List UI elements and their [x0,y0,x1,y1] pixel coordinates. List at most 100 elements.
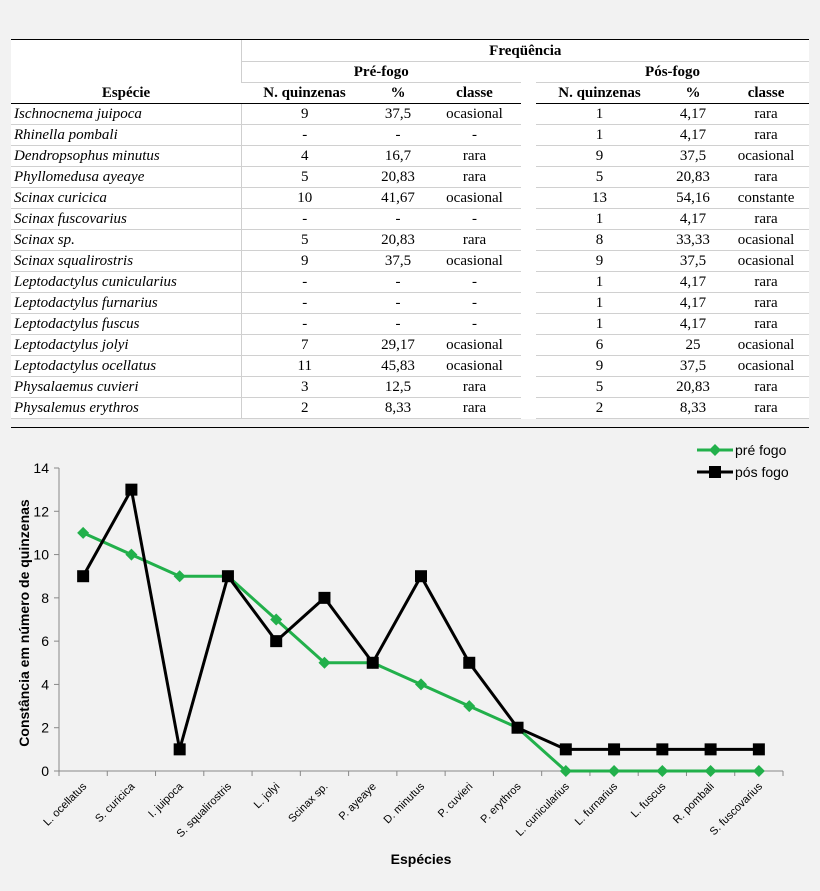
table-row: Scinax curicica 10 41,67 ocasional 13 54,16 co… [11,187,810,209]
pos-class-cell: rara [723,376,810,398]
y-tick-label: 0 [41,763,49,779]
y-tick-label: 4 [41,676,49,692]
pos-n-cell: 8 [536,229,663,251]
pos-n-cell: 1 [536,208,663,230]
pre-class-cell: ocasional [428,250,521,272]
species-cell: Rhinella pombali [11,124,241,146]
pos-n-cell: 2 [536,397,663,419]
species-cell: Scinax fuscovarius [11,208,241,230]
data-point [656,765,669,777]
pre-pct-cell: 45,83 [368,355,428,377]
pos-n-cell: 1 [536,271,663,293]
table-row: Scinax sp. 5 20,83 rara 8 33,33 ocasional [11,229,810,251]
pos-class-cell: ocasional [723,229,810,251]
x-tick-label: I. juipoca [146,780,186,820]
pos-pct-cell: 4,17 [663,271,723,293]
pre-n-cell: 4 [240,145,368,167]
data-point [752,765,765,777]
species-cell: Physalaemus cuvieri [11,376,241,398]
pre-n-cell: 7 [240,334,368,356]
pre-pct-cell: 29,17 [368,334,428,356]
pos-class-cell: ocasional [723,355,810,377]
y-tick-label: 14 [33,460,49,476]
pos-pct-cell: 4,17 [663,103,723,125]
pre-n-cell: - [240,271,368,293]
pre-n-cell: 5 [240,166,368,188]
x-tick-label: P. erythros [479,780,524,825]
series-line [81,485,759,751]
pre-class-cell: - [428,271,521,293]
x-tick-label: R. pombali [671,781,717,827]
pre-class-cell: - [428,313,521,335]
pre-pct-cell: 20,83 [368,166,428,188]
data-point [415,570,427,583]
pos-class-cell: rara [723,397,810,419]
pos-n-cell: 9 [536,145,663,167]
data-point [463,656,476,669]
pos-n-cell: 1 [536,313,663,335]
pre-class-cell: ocasional [428,187,521,209]
legend-label: pré fogo [735,442,787,458]
pre-fire-header: Pré-fogo [240,61,521,83]
table-row: Scinax fuscovarius - - -1 4,17 rara [11,208,810,230]
species-header: Espécie [11,82,241,104]
data-point [318,656,331,669]
pos-pct-cell: 4,17 [663,313,723,335]
species-cell: Scinax sp. [11,229,241,251]
data-point [77,526,90,539]
pos-n-cell: 6 [536,334,663,356]
table-top-rule [11,39,809,40]
pre-n-cell: - [240,292,368,314]
pre-class-cell: - [428,292,521,314]
pre-class-cell: rara [428,145,521,167]
pos-col-pct-header: % [663,82,723,104]
pre-n-cell: 2 [240,397,368,419]
pre-n-cell: 9 [240,103,368,125]
pre-col-class-header: classe [428,82,521,104]
legend-item: pós fogo [697,464,789,480]
pos-n-cell: 13 [536,187,663,209]
data-point [270,635,283,648]
species-cell: Ischnocnema juipoca [11,103,241,125]
frequency-group-header: Freqüência [240,40,810,62]
y-tick-label: 6 [41,633,49,649]
data-point [752,743,765,756]
pos-class-cell: rara [723,292,810,314]
pos-pct-cell: 20,83 [663,376,723,398]
frequency-table: Freqüência Pré-fogo Pós-fogo Espécie N. … [11,40,810,419]
header-row-group: Freqüência [11,40,810,62]
data-point [704,743,717,756]
table-row: Physalemus erythros 2 8,33 rara 2 8,33 rara [11,397,810,419]
pre-pct-cell: - [368,208,428,230]
pre-n-cell: - [240,124,368,146]
species-cell: Scinax curicica [11,187,241,209]
data-point [173,743,186,756]
species-cell: Leptodactylus jolyi [11,334,241,356]
data-point [77,570,90,583]
data-point [270,613,283,626]
x-tick-label: L. fuscus [629,780,669,820]
series-pos-fogo [77,483,765,756]
species-cell: Leptodactylus ocellatus [11,355,241,377]
data-point [656,743,669,756]
pos-pct-cell: 8,33 [663,397,723,419]
table-row: Leptodactylus ocellatus 11 45,83 ocasional 9… [11,355,810,377]
species-cell: Leptodactylus furnarius [11,292,241,314]
data-point [318,591,331,604]
pre-class-cell: rara [428,397,521,419]
pos-col-class-header: classe [723,82,810,104]
pos-class-cell: rara [723,124,810,146]
pos-pct-cell: 20,83 [663,166,723,188]
pos-n-cell: 5 [536,166,663,188]
pre-col-pct-header: % [368,82,428,104]
pre-class-cell: rara [428,376,521,398]
pre-pct-cell: 16,7 [368,145,428,167]
y-axis-label: Constância em número de quinzenas [16,499,32,747]
species-cell: Scinax squalirostris [11,250,241,272]
pre-class-cell: - [428,124,521,146]
pre-n-cell: 11 [240,355,368,377]
pos-pct-cell: 4,17 [663,292,723,314]
table-row: Leptodactylus cunicularius - - -1 4,17 rara [11,271,810,293]
pos-n-cell: 5 [536,376,663,398]
table-row: Rhinella pombali - - -1 4,17 rara [11,124,810,146]
